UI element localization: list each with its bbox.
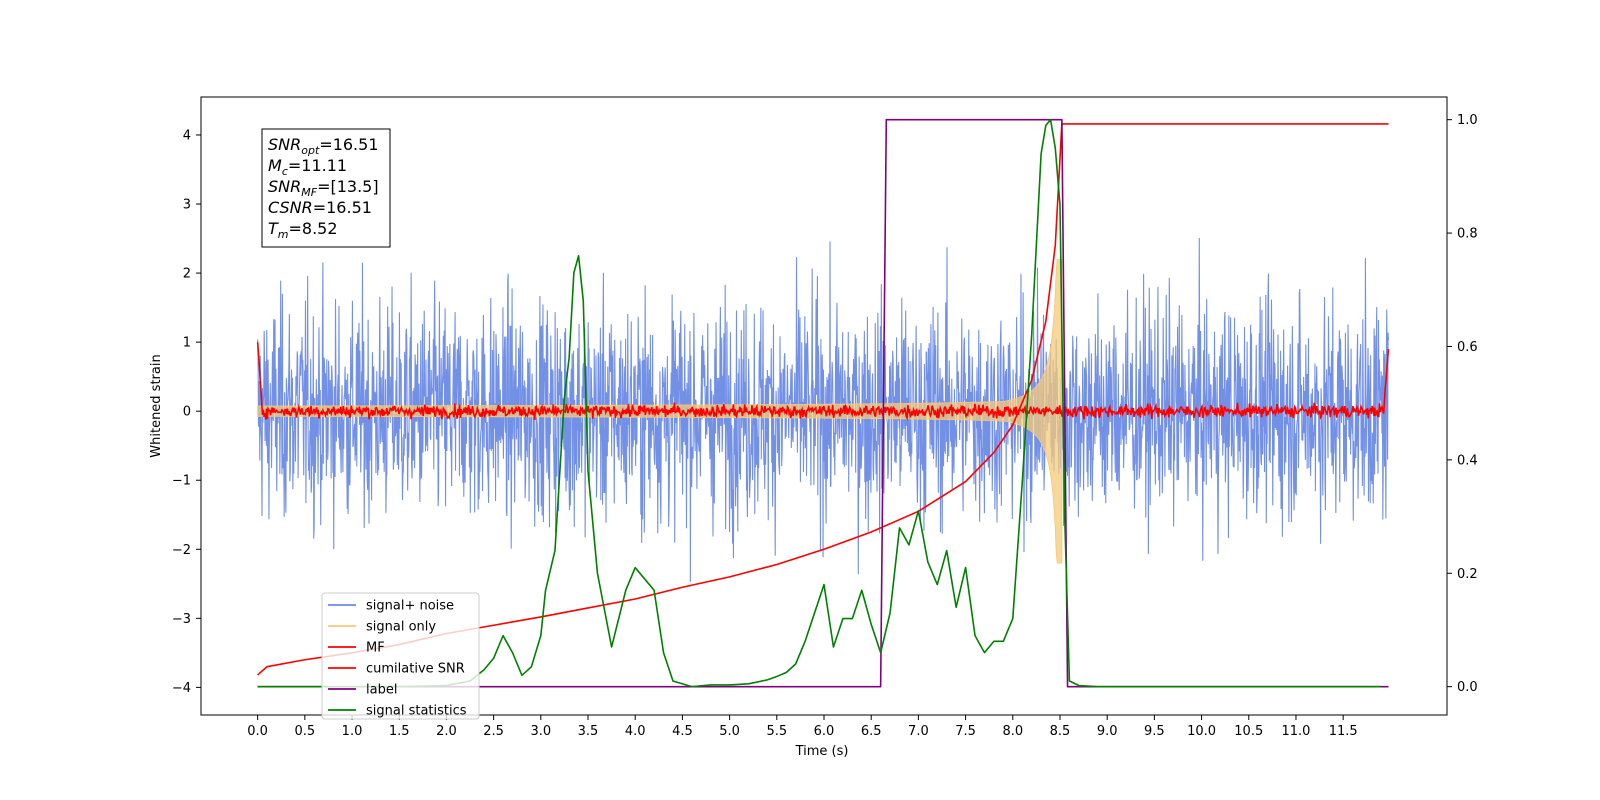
legend: signal+ noise signal only MF cumilative SNR… — [321, 592, 480, 720]
y-left-tick-label: 4 — [183, 128, 191, 143]
x-tick-label: 5.0 — [719, 724, 740, 739]
legend-label: label — [366, 683, 397, 698]
x-tick-label: 11.0 — [1281, 724, 1310, 739]
y-left-tick-label: −4 — [172, 681, 191, 696]
y-axis-right-ticks: 0.0 0.2 0.4 0.6 0.8 1.0 — [1447, 113, 1478, 695]
y-left-tick-label: −3 — [172, 612, 191, 627]
annotation-lines: SNRopt=16.51Mc=11.11SNRMF=[13.5]CSNR=16.… — [268, 135, 379, 241]
y-left-tick-label: −1 — [172, 474, 191, 489]
legend-label: signal+ noise — [366, 599, 454, 614]
x-tick-label: 8.5 — [1050, 724, 1071, 739]
y-right-tick-label: 0.2 — [1457, 567, 1478, 582]
y-right-tick-label: 0.0 — [1457, 680, 1478, 695]
legend-frame — [321, 592, 480, 720]
series-mf — [256, 342, 1390, 421]
x-tick-label: 0.5 — [294, 724, 315, 739]
x-tick-label: 9.5 — [1144, 724, 1165, 739]
x-tick-label: 6.5 — [861, 724, 882, 739]
x-tick-label: 7.0 — [908, 724, 929, 739]
y-left-tick-label: 3 — [183, 198, 191, 213]
x-tick-label: 11.5 — [1329, 724, 1358, 739]
annotation-frame — [261, 128, 391, 248]
x-tick-label: 3.5 — [578, 724, 599, 739]
x-tick-label: 5.5 — [766, 724, 787, 739]
y-left-tick-label: 1 — [183, 336, 191, 351]
x-axis-label: Time (s) — [795, 744, 849, 759]
x-tick-label: 10.5 — [1234, 724, 1263, 739]
annotation-line: SNRopt=16.51 — [268, 135, 379, 157]
x-tick-label: 10.0 — [1187, 724, 1216, 739]
legend-label: cumilative SNR — [366, 662, 465, 677]
y-axis-label: Whitened strain — [149, 354, 164, 457]
x-tick-label: 2.5 — [483, 724, 504, 739]
y-left-tick-label: 2 — [183, 267, 191, 282]
legend-label: MF — [366, 641, 385, 656]
legend-label: signal statistics — [366, 704, 467, 719]
y-right-tick-label: 0.4 — [1457, 453, 1478, 468]
y-right-tick-label: 0.8 — [1457, 227, 1478, 242]
x-tick-label: 1.0 — [342, 724, 363, 739]
x-tick-label: 1.5 — [389, 724, 410, 739]
annotation-box: SNRopt=16.51Mc=11.11SNRMF=[13.5]CSNR=16.… — [261, 128, 391, 248]
x-tick-label: 7.5 — [955, 724, 976, 739]
y-right-tick-label: 0.6 — [1457, 340, 1478, 355]
x-tick-label: 9.0 — [1097, 724, 1118, 739]
x-tick-label: 3.0 — [530, 724, 551, 739]
annotation-line: CSNR=16.51 — [268, 198, 372, 217]
x-tick-label: 8.0 — [1002, 724, 1023, 739]
legend-label: signal only — [366, 620, 436, 635]
x-tick-label: 2.0 — [436, 724, 457, 739]
x-tick-label: 4.0 — [625, 724, 646, 739]
y-right-tick-label: 1.0 — [1457, 113, 1478, 128]
x-tick-label: 4.5 — [672, 724, 693, 739]
y-left-tick-label: 0 — [183, 405, 191, 420]
x-axis-ticks: 0.0 0.5 1.0 1.5 2.0 2.5 3.0 3.5 4.0 4.5 5.0 5.5 6.0 6… — [247, 715, 1358, 739]
x-tick-label: 6.0 — [814, 724, 835, 739]
series-signal-statistics — [257, 118, 1381, 688]
y-axis-left-ticks: −4 −3 −2 −1 0 1 2 3 4 — [172, 128, 201, 696]
annotation-line: Tm=8.52 — [268, 219, 338, 241]
series-signal-noise — [257, 238, 1390, 582]
annotation-line: Mc=11.11 — [268, 156, 347, 178]
annotation-line: SNRMF=[13.5] — [268, 177, 379, 199]
x-tick-label: 0.0 — [247, 724, 268, 739]
y-left-tick-label: −2 — [172, 543, 191, 558]
